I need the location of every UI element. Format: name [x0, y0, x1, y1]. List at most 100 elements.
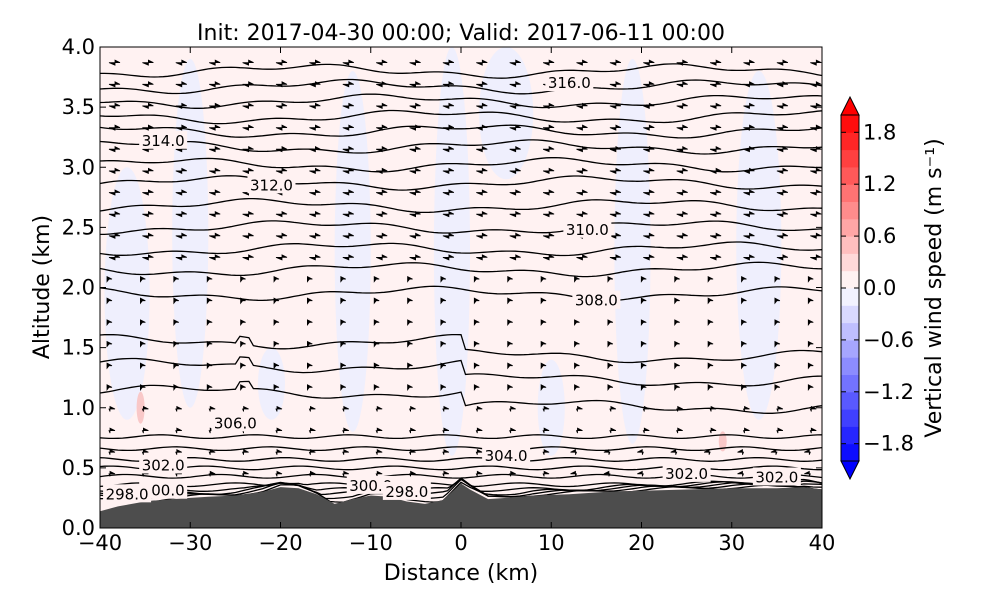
- wind-vector: [142, 102, 154, 109]
- wind-vector: [442, 470, 450, 477]
- contour-label: 298.0: [106, 485, 149, 503]
- wind-vector: [674, 362, 680, 370]
- wind-vector: [108, 189, 121, 196]
- wind-vector: [342, 449, 349, 455]
- wind-vector: [743, 167, 755, 174]
- wind-shade-positive: [718, 431, 727, 452]
- wind-vector: [273, 275, 280, 283]
- wind-vector: [242, 210, 254, 218]
- wind-vector: [342, 254, 354, 261]
- contour-label: 308.0: [575, 292, 618, 310]
- wind-vector: [173, 275, 179, 283]
- wind-vector: [175, 81, 187, 88]
- wind-vector: [509, 254, 521, 261]
- contour-line: [100, 220, 822, 236]
- wind-vector: [309, 167, 321, 174]
- wind-vector: [242, 59, 254, 66]
- wind-vector: [242, 102, 254, 109]
- wind-vector: [507, 362, 513, 370]
- colorbar-segment: [841, 339, 859, 358]
- contour-label: 310.0: [566, 221, 609, 239]
- colorbar-tick-label: 0.6: [863, 224, 896, 248]
- wind-vector: [640, 340, 647, 348]
- wind-vector: [440, 297, 447, 305]
- contour-label-bg: [139, 130, 188, 149]
- wind-vector: [570, 470, 578, 477]
- wind-vector: [776, 210, 789, 218]
- wind-vector: [509, 81, 521, 88]
- contour-label: 304.0: [485, 447, 528, 465]
- wind-vector: [242, 146, 254, 153]
- wind-vector: [242, 254, 254, 261]
- wind-vector: [240, 340, 246, 348]
- wind-vector: [640, 275, 647, 283]
- wind-vector: [743, 102, 755, 109]
- wind-vector: [373, 384, 380, 391]
- wind-vector: [140, 319, 146, 327]
- wind-vector: [770, 449, 778, 455]
- wind-vector: [542, 427, 550, 434]
- x-tick-label: −40: [78, 531, 122, 555]
- contour-label-bg: [139, 455, 188, 474]
- wind-vector: [643, 210, 655, 218]
- wind-vector: [208, 405, 216, 412]
- wind-vector: [376, 189, 388, 196]
- wind-vector: [473, 319, 480, 327]
- wind-vector: [643, 254, 655, 261]
- wind-vector: [142, 189, 154, 196]
- wind-vector: [574, 340, 580, 348]
- wind-vector: [774, 384, 781, 391]
- wind-vector: [540, 340, 547, 348]
- wind-vector: [809, 427, 817, 434]
- x-tick-label: −10: [349, 531, 393, 555]
- wind-vector: [509, 167, 521, 174]
- colorbar-segment: [841, 236, 859, 254]
- wind-vector: [108, 232, 121, 239]
- wind-vector: [340, 275, 346, 283]
- wind-vector: [609, 427, 617, 434]
- wind-vector: [709, 102, 722, 109]
- wind-vector: [409, 405, 416, 412]
- wind-vector: [709, 189, 722, 196]
- wind-vector: [807, 340, 814, 348]
- wind-vector: [810, 210, 822, 218]
- wind-vector: [776, 146, 789, 153]
- wind-vector: [643, 167, 655, 174]
- contour-line: [100, 156, 822, 173]
- x-tick-label: −20: [258, 531, 302, 555]
- wind-vector: [676, 59, 688, 66]
- x-tick-label: 20: [628, 531, 655, 555]
- wind-vector: [206, 297, 213, 305]
- wind-vector: [475, 405, 483, 412]
- wind-vector: [676, 146, 688, 153]
- wind-vector: [742, 405, 750, 412]
- wind-vector: [674, 384, 680, 391]
- wind-vector: [240, 362, 246, 370]
- wind-vector: [709, 59, 722, 66]
- wind-vector: [509, 146, 521, 153]
- contour-line: [100, 356, 822, 387]
- wind-vector: [676, 81, 688, 88]
- wind-vector: [741, 319, 747, 327]
- wind-vector: [140, 297, 146, 305]
- contour-line: [100, 78, 822, 95]
- wind-vector: [273, 297, 280, 305]
- wind-vector: [175, 254, 187, 261]
- wind-vector: [810, 167, 822, 174]
- wind-vector: [376, 146, 388, 153]
- contour-line: [100, 124, 822, 139]
- wind-vector: [774, 319, 781, 327]
- contour-label-bg: [662, 463, 711, 482]
- wind-vector: [275, 102, 288, 109]
- wind-vector: [108, 59, 121, 66]
- wind-vector: [574, 384, 580, 391]
- wind-vector: [242, 405, 249, 412]
- wind-vector: [709, 427, 717, 434]
- wind-vector: [674, 275, 680, 283]
- wind-vector: [209, 254, 221, 261]
- colorbar-tick-label: 0.0: [863, 276, 896, 300]
- wind-vector: [540, 297, 547, 305]
- wind-vector: [173, 319, 179, 327]
- wind-vector: [442, 254, 455, 261]
- wind-vector: [273, 340, 280, 348]
